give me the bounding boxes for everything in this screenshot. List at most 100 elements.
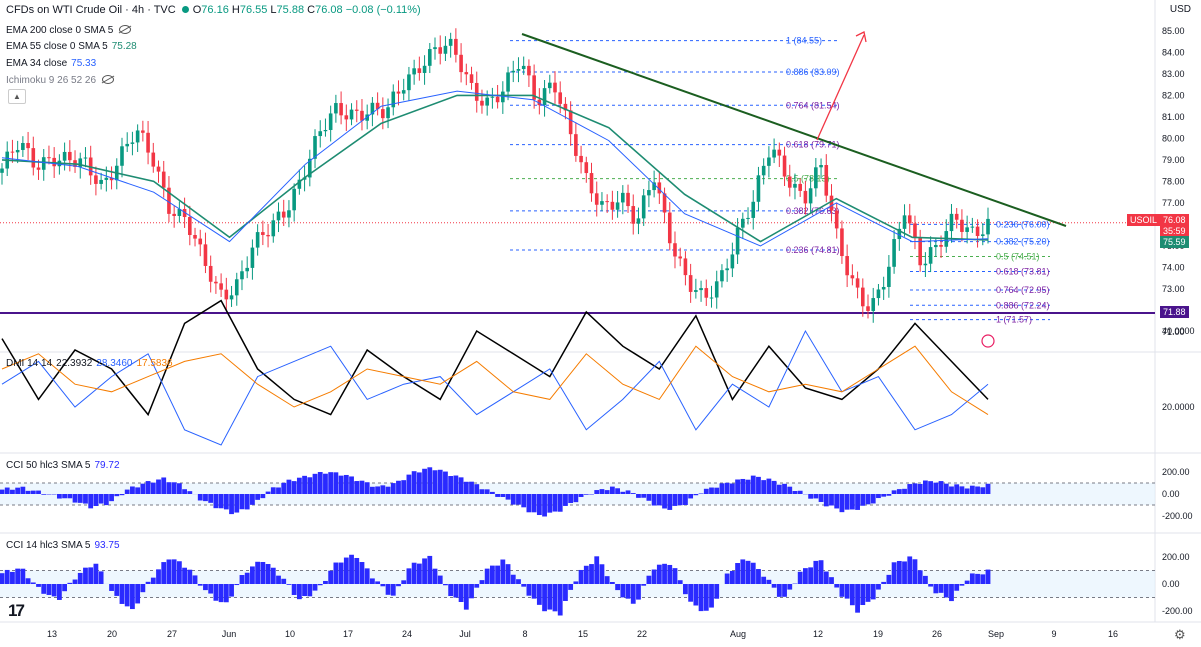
cci14-bar — [229, 584, 234, 597]
candle-body — [777, 149, 782, 156]
cci14-bar — [855, 584, 860, 613]
legend-cci14[interactable]: CCI 14 hlc3 SMA 5 93.75 — [6, 540, 120, 551]
candle-body — [276, 211, 281, 221]
cci50-bar — [88, 494, 94, 509]
cci14-bar — [479, 580, 485, 584]
cci14-bar — [20, 568, 26, 584]
cci14-bar — [15, 568, 21, 584]
candle-body — [746, 217, 750, 219]
cci50-bar — [808, 494, 814, 499]
candle-body — [610, 201, 615, 210]
legend-ema34[interactable]: EMA 34 close 75.33 — [6, 58, 96, 69]
cci14-bar — [646, 575, 652, 584]
symbol-title[interactable]: CFDs on WTI Crude Oil · 4h · TVC — [6, 4, 176, 16]
cci14-bar — [505, 564, 511, 584]
cci50-bar — [130, 486, 135, 494]
candle-body — [782, 155, 787, 177]
cci14-bar — [938, 584, 944, 593]
fib-level-label: 0.886 (83.09) — [786, 67, 840, 77]
cci14-bar — [0, 573, 5, 584]
cci50-bar — [615, 488, 620, 494]
candle-body — [198, 238, 203, 245]
candle-body — [970, 226, 975, 228]
candle-body — [21, 142, 25, 150]
cci50-bar — [818, 494, 824, 502]
cci14-bar — [375, 581, 381, 584]
candle-body — [542, 88, 547, 106]
cci50-bar — [510, 494, 516, 505]
candle-body — [934, 244, 938, 248]
cci50-bar — [677, 494, 683, 506]
cci14-bar — [416, 563, 422, 584]
legend-dmi[interactable]: DMI 14 14 22.3932 28.3460 17.5836 — [6, 358, 173, 369]
cci14-bar — [46, 584, 52, 595]
eye-hidden-icon[interactable] — [119, 25, 132, 34]
tradingview-logo[interactable]: 17 — [8, 601, 25, 620]
downtrend-line — [521, 33, 1067, 227]
cci50-bar — [714, 487, 720, 494]
candle-body — [688, 275, 693, 292]
cci14-bar — [208, 584, 214, 594]
cci50-bar — [109, 494, 114, 502]
cci50-bar — [625, 490, 631, 494]
cci14-bar — [839, 584, 845, 597]
legend-ema200[interactable]: EMA 200 close 0 SMA 5 — [6, 24, 132, 36]
candle-body — [365, 114, 369, 121]
candle-body — [808, 188, 813, 204]
candle-body — [600, 201, 604, 205]
candle-body — [636, 218, 641, 224]
candle-body — [407, 74, 411, 91]
candle-body — [547, 82, 552, 89]
candle-body — [234, 279, 239, 296]
cci14-bar — [67, 582, 73, 584]
cci50-bar — [296, 477, 302, 494]
cci14-bar — [917, 570, 923, 584]
settings-icon[interactable]: ⚙ — [1174, 627, 1186, 642]
cci14-bar — [390, 584, 396, 596]
cci50-bar — [453, 475, 459, 494]
candle-body — [62, 151, 67, 161]
cci14-bar — [323, 580, 328, 584]
candle-body — [887, 266, 891, 287]
cci14-bar — [56, 584, 62, 600]
cci14-bar — [223, 584, 229, 603]
cci50-bar — [729, 483, 735, 494]
cci50-bar — [709, 487, 714, 494]
collapse-legend-button[interactable]: ▲ — [8, 89, 26, 104]
candle-body — [699, 288, 703, 291]
dmi-minus-value: 17.5836 — [136, 358, 173, 369]
legend-ema55[interactable]: EMA 55 close 0 SMA 5 75.28 — [6, 41, 137, 52]
cci14-bar — [876, 584, 881, 590]
cci14-bar — [771, 584, 777, 588]
cci50-bar — [688, 494, 694, 499]
currency-label[interactable]: USD — [1169, 4, 1191, 15]
candle-body — [949, 213, 954, 232]
y-tick-label: 81.00 — [1162, 112, 1185, 122]
cci14-value: 93.75 — [94, 540, 120, 551]
cci50-bar — [839, 494, 845, 513]
cci14-bar — [448, 584, 454, 597]
x-tick-label: 26 — [932, 629, 942, 639]
cci50-bar — [406, 474, 412, 494]
cci14-bar — [907, 556, 913, 584]
candle-body — [474, 82, 479, 101]
cci14-bar — [333, 562, 339, 584]
cci50-bar — [312, 473, 318, 494]
cci50-bar — [239, 494, 245, 510]
legend-cci50[interactable]: CCI 50 hlc3 SMA 5 79.72 — [6, 460, 120, 471]
candle-body — [694, 290, 698, 292]
eye-hidden-icon[interactable] — [102, 75, 115, 84]
candle-body — [714, 281, 719, 298]
cci50-bar — [531, 494, 537, 513]
y-tick-label: 82.00 — [1162, 90, 1185, 100]
cci14-bar — [688, 584, 694, 602]
cci50-bar — [813, 494, 819, 499]
cci50-bar — [933, 482, 939, 494]
cci14-bar — [672, 568, 678, 584]
cci14-bar — [41, 584, 47, 594]
legend-ichimoku[interactable]: Ichimoku 9 26 52 26 — [6, 74, 115, 86]
cci50-bar — [912, 483, 918, 494]
x-tick-label: 10 — [285, 629, 295, 639]
cci14-bar — [276, 575, 281, 584]
